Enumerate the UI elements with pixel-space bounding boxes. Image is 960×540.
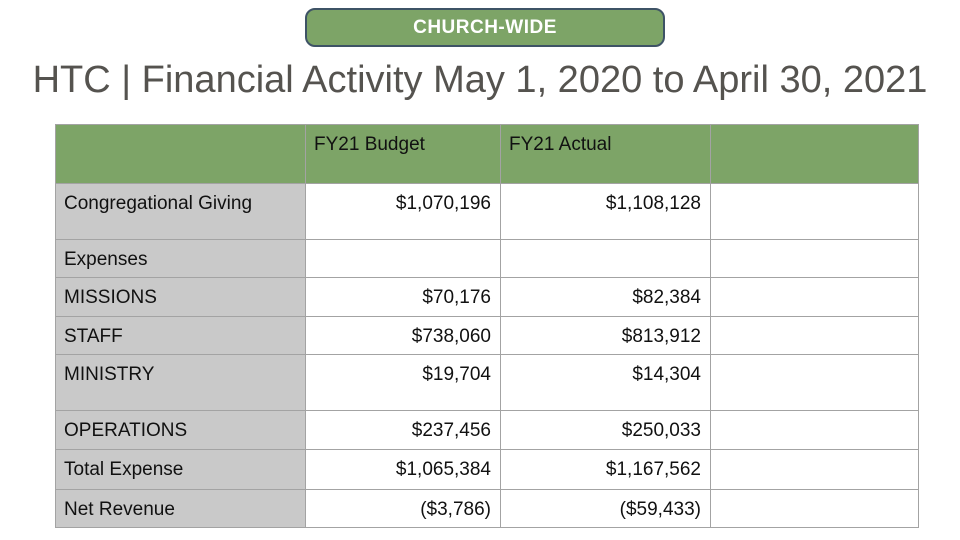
- empty-cell: [710, 489, 919, 528]
- churchwide-badge[interactable]: CHURCH-WIDE: [305, 8, 665, 47]
- actual-cell: ($59,433): [500, 489, 711, 528]
- label-cell: OPERATIONS: [55, 410, 306, 450]
- financial-table: FY21 Budget FY21 Actual Congregational G…: [55, 124, 919, 528]
- row-operations: OPERATIONS $237,456 $250,033: [55, 410, 919, 450]
- empty-cell: [710, 239, 919, 278]
- header-blank: [55, 124, 306, 184]
- budget-cell: $1,065,384: [305, 449, 501, 490]
- budget-cell: $237,456: [305, 410, 501, 450]
- budget-cell: $1,070,196: [305, 183, 501, 240]
- empty-cell: [710, 410, 919, 450]
- actual-cell: $82,384: [500, 277, 711, 317]
- empty-cell: [710, 277, 919, 317]
- header-blank-2: [710, 124, 919, 184]
- budget-cell: [305, 239, 501, 278]
- budget-cell: $70,176: [305, 277, 501, 317]
- actual-cell: [500, 239, 711, 278]
- actual-cell: $1,167,562: [500, 449, 711, 490]
- label-cell: Expenses: [55, 239, 306, 278]
- empty-cell: [710, 316, 919, 355]
- actual-cell: $14,304: [500, 354, 711, 411]
- actual-cell: $813,912: [500, 316, 711, 355]
- empty-cell: [710, 449, 919, 490]
- churchwide-badge-label: CHURCH-WIDE: [413, 16, 557, 38]
- label-cell: MINISTRY: [55, 354, 306, 411]
- empty-cell: [710, 183, 919, 240]
- actual-cell: $1,108,128: [500, 183, 711, 240]
- header-fy21-budget: FY21 Budget: [305, 124, 501, 184]
- header-fy21-actual: FY21 Actual: [500, 124, 711, 184]
- budget-cell: $738,060: [305, 316, 501, 355]
- row-staff: STAFF $738,060 $813,912: [55, 316, 919, 355]
- header-row: FY21 Budget FY21 Actual: [55, 124, 919, 184]
- row-missions: MISSIONS $70,176 $82,384: [55, 277, 919, 317]
- row-expenses: Expenses: [55, 239, 919, 278]
- label-cell: Total Expense: [55, 449, 306, 490]
- actual-cell: $250,033: [500, 410, 711, 450]
- row-ministry: MINISTRY $19,704 $14,304: [55, 354, 919, 411]
- label-cell: STAFF: [55, 316, 306, 355]
- slide-title: HTC | Financial Activity May 1, 2020 to …: [32, 59, 928, 101]
- label-cell: Congregational Giving: [55, 183, 306, 240]
- row-congregational-giving: Congregational Giving $1,070,196 $1,108,…: [55, 183, 919, 240]
- row-total-expense: Total Expense $1,065,384 $1,167,562: [55, 449, 919, 490]
- empty-cell: [710, 354, 919, 411]
- label-cell: Net Revenue: [55, 489, 306, 528]
- budget-cell: $19,704: [305, 354, 501, 411]
- label-cell: MISSIONS: [55, 277, 306, 317]
- budget-cell: ($3,786): [305, 489, 501, 528]
- row-net-revenue: Net Revenue ($3,786) ($59,433): [55, 489, 919, 528]
